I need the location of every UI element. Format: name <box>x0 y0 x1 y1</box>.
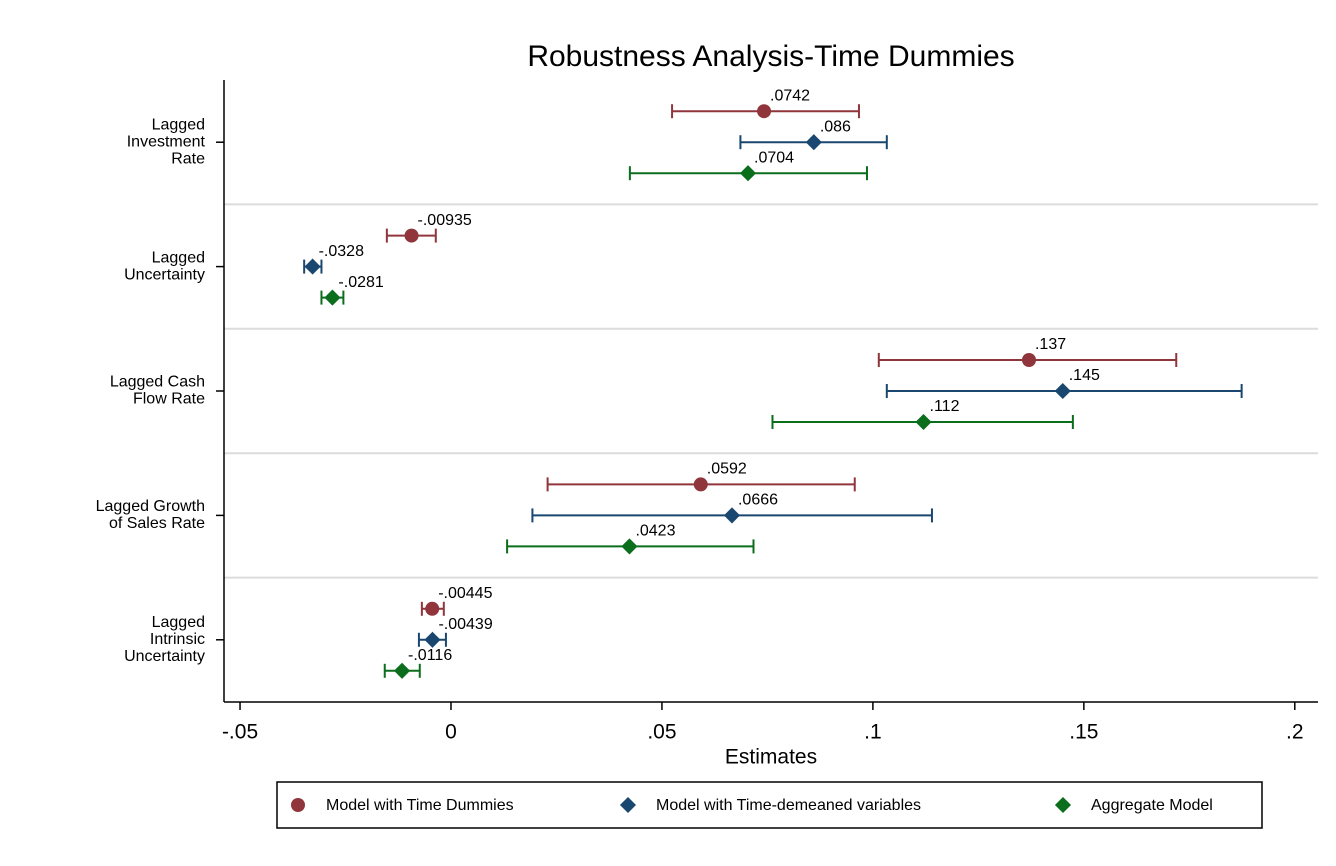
point <box>621 538 638 555</box>
point <box>425 601 440 616</box>
data-label: .0423 <box>635 523 675 540</box>
point <box>1054 382 1071 400</box>
point <box>693 477 708 492</box>
point <box>393 662 411 679</box>
data-label: .0666 <box>738 492 778 509</box>
x-tick-label: .15 <box>1069 721 1098 744</box>
y-tick-label: Lagged <box>152 614 205 631</box>
x-tick-label: .1 <box>864 721 882 744</box>
y-tick-label: Uncertainty <box>124 648 205 665</box>
data-label: .086 <box>820 118 851 135</box>
legend-label: Model with Time Dummies <box>326 797 514 814</box>
legend-marker <box>619 796 637 814</box>
data-label: .0592 <box>707 461 747 478</box>
x-axis-title: Estimates <box>725 746 817 769</box>
data-label: .0704 <box>754 149 794 166</box>
point <box>723 507 741 524</box>
x-tick-label: 0 <box>445 721 457 744</box>
data-label: -.0116 <box>408 647 452 664</box>
point <box>805 134 822 151</box>
x-tick-label: .2 <box>1286 721 1304 744</box>
point <box>404 228 419 243</box>
y-tick-label: Uncertainty <box>124 266 205 283</box>
data-label: .112 <box>930 398 960 415</box>
point <box>915 413 932 431</box>
data-label: .0742 <box>770 87 810 104</box>
point <box>304 258 321 275</box>
point <box>757 104 772 119</box>
data-label: -.00935 <box>418 212 472 229</box>
y-tick-label: of Sales Rate <box>109 515 205 532</box>
y-tick-label: Lagged <box>152 116 205 133</box>
legend-marker <box>1054 796 1072 814</box>
point <box>739 165 757 182</box>
y-tick-label: Investment <box>127 133 206 150</box>
data-label: -.0281 <box>338 274 383 291</box>
data-label: .137 <box>1035 336 1066 353</box>
x-tick-label: -.05 <box>222 721 258 744</box>
point <box>324 289 341 306</box>
x-tick-label: .05 <box>647 721 676 744</box>
legend-box <box>276 781 1263 829</box>
data-label: -.00445 <box>438 585 492 602</box>
legend-label: Aggregate Model <box>1091 797 1213 814</box>
y-tick-label: Flow Rate <box>133 391 205 408</box>
legend-label: Model with Time-demeaned variables <box>656 797 921 814</box>
point <box>1021 353 1036 367</box>
data-label: -.0328 <box>319 243 364 260</box>
legend-marker <box>291 798 305 812</box>
y-tick-label: Rate <box>171 150 205 167</box>
y-tick-label: Lagged <box>152 249 205 266</box>
chart-title: Robustness Analysis-Time Dummies <box>527 40 1014 73</box>
y-tick-label: Lagged Growth <box>96 498 205 515</box>
y-tick-label: Lagged Cash <box>110 374 205 391</box>
y-tick-label: Intrinsic <box>150 631 205 648</box>
data-label: .145 <box>1069 367 1100 384</box>
data-label: -.00439 <box>438 616 492 633</box>
point <box>424 631 441 648</box>
